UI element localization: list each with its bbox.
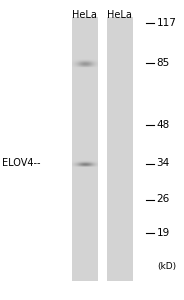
Text: 19: 19 — [156, 227, 170, 238]
Text: 34: 34 — [156, 158, 170, 169]
Text: HeLa: HeLa — [72, 10, 97, 20]
Text: HeLa: HeLa — [107, 10, 132, 20]
Text: (kD): (kD) — [157, 262, 176, 272]
Text: ELOV4--: ELOV4-- — [2, 158, 40, 169]
Text: 48: 48 — [156, 119, 170, 130]
Text: 117: 117 — [156, 17, 176, 28]
Text: 85: 85 — [156, 58, 170, 68]
Text: 26: 26 — [156, 194, 170, 205]
